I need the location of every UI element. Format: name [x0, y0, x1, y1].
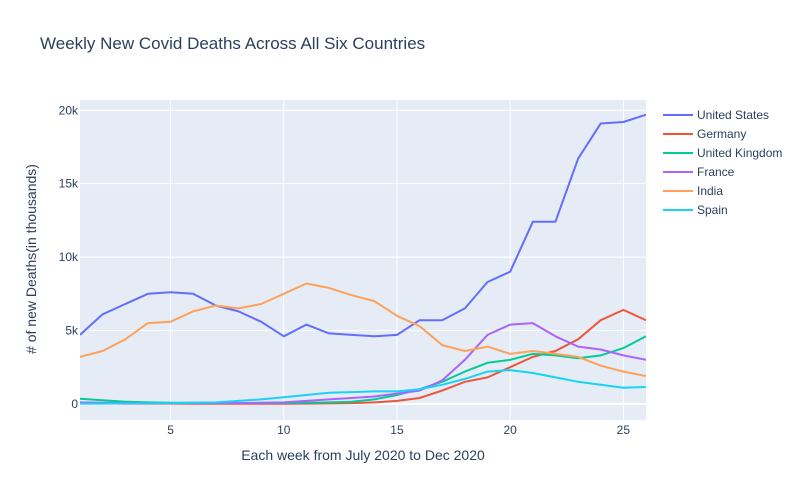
legend-item-india[interactable]: India [663, 184, 723, 198]
legend-item-spain[interactable]: Spain [663, 203, 728, 217]
y-tick-label: 15k [59, 177, 79, 191]
y-axis-title: # of new Deaths(in thousands) [23, 164, 39, 354]
legend-item-united-states[interactable]: United States [663, 108, 769, 122]
y-tick-label: 0 [71, 397, 78, 411]
series-line-spain [80, 369, 646, 405]
x-axis-ticks: 5 10 15 20 25 [167, 423, 630, 437]
y-tick-label: 20k [59, 103, 79, 117]
legend[interactable]: United States Germany United Kingdom France… [663, 108, 782, 217]
x-axis-title: Each week from July 2020 to Dec 2020 [241, 447, 485, 463]
series-line-united-states [80, 113, 646, 338]
legend-item-germany[interactable]: Germany [663, 127, 746, 141]
x-tick-label: 20 [503, 423, 517, 437]
series-line-india [80, 282, 646, 377]
y-tick-label: 10k [59, 250, 79, 264]
legend-label: India [697, 184, 723, 198]
x-tick-label: 10 [277, 423, 291, 437]
y-axis-ticks: 0 5k 10k 15k 20k [59, 103, 79, 411]
x-tick-label: 15 [390, 423, 404, 437]
legend-label: United States [697, 108, 769, 122]
legend-label: United Kingdom [697, 146, 782, 160]
legend-item-france[interactable]: France [663, 165, 735, 179]
chart-title: Weekly New Covid Deaths Across All Six C… [40, 34, 426, 53]
legend-item-united-kingdom[interactable]: United Kingdom [663, 146, 782, 160]
legend-label: Germany [697, 127, 746, 141]
legend-label: France [697, 165, 735, 179]
x-tick-label: 5 [167, 423, 174, 437]
plot-area [80, 100, 646, 420]
y-tick-label: 5k [65, 323, 79, 337]
plot-background [80, 100, 646, 420]
legend-label: Spain [697, 203, 728, 217]
x-tick-label: 25 [617, 423, 631, 437]
series-lines [80, 113, 646, 405]
